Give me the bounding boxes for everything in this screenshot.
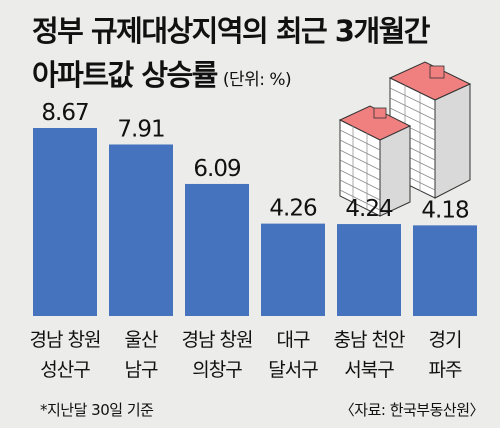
value-label-2: 7.91 (117, 116, 164, 142)
category-label-5-line-1: 충남 천안 (334, 329, 405, 351)
category-label-5-line-2: 서북구 (344, 359, 394, 381)
bar-4 (261, 223, 325, 316)
back-building (388, 61, 472, 199)
category-label-3-line-2: 의창구 (192, 359, 242, 381)
footnote: *지난달 30일 기준 (40, 401, 154, 419)
unit-label: (단위: %) (222, 70, 292, 90)
bar-3 (185, 183, 249, 316)
chart-title-line2: 아파트값 상승률 (단위: %) (32, 52, 292, 94)
front-building (338, 105, 412, 217)
value-label-6: 4.18 (421, 197, 469, 223)
apartment-building-illustration (338, 61, 472, 217)
category-label-6-line-2: 파주 (429, 359, 462, 381)
bar-5 (337, 224, 401, 316)
value-labels-group: 8.67 7.91 6.09 4.26 4.24 4.18 (41, 100, 470, 223)
value-label-5: 4.24 (345, 196, 393, 222)
category-label-1-line-2: 성산구 (40, 359, 90, 381)
bar-2 (109, 144, 173, 316)
category-label-6-line-1: 경기 (429, 329, 462, 351)
chart-title-text: 아파트값 상승률 (32, 58, 218, 92)
bars-group (33, 128, 477, 316)
bar-6 (413, 225, 477, 316)
category-label-2-line-2: 남구 (125, 359, 158, 381)
source-credit: 〈자료: 한국부동산원〉 (339, 401, 485, 419)
category-label-4-line-1: 대구 (277, 329, 310, 351)
category-label-1-line-1: 경남 창원 (30, 329, 101, 351)
category-label-2-line-1: 울산 (125, 329, 158, 351)
value-label-1: 8.67 (41, 100, 88, 126)
chart-title-line1: 정부 규제대상지역의 최근 3개월간 (32, 14, 431, 48)
value-label-4: 4.26 (269, 196, 317, 222)
category-label-3-line-1: 경남 창원 (182, 329, 253, 351)
category-label-4-line-2: 달서구 (268, 359, 318, 381)
value-label-3: 6.09 (193, 156, 241, 182)
bar-1 (33, 128, 97, 316)
